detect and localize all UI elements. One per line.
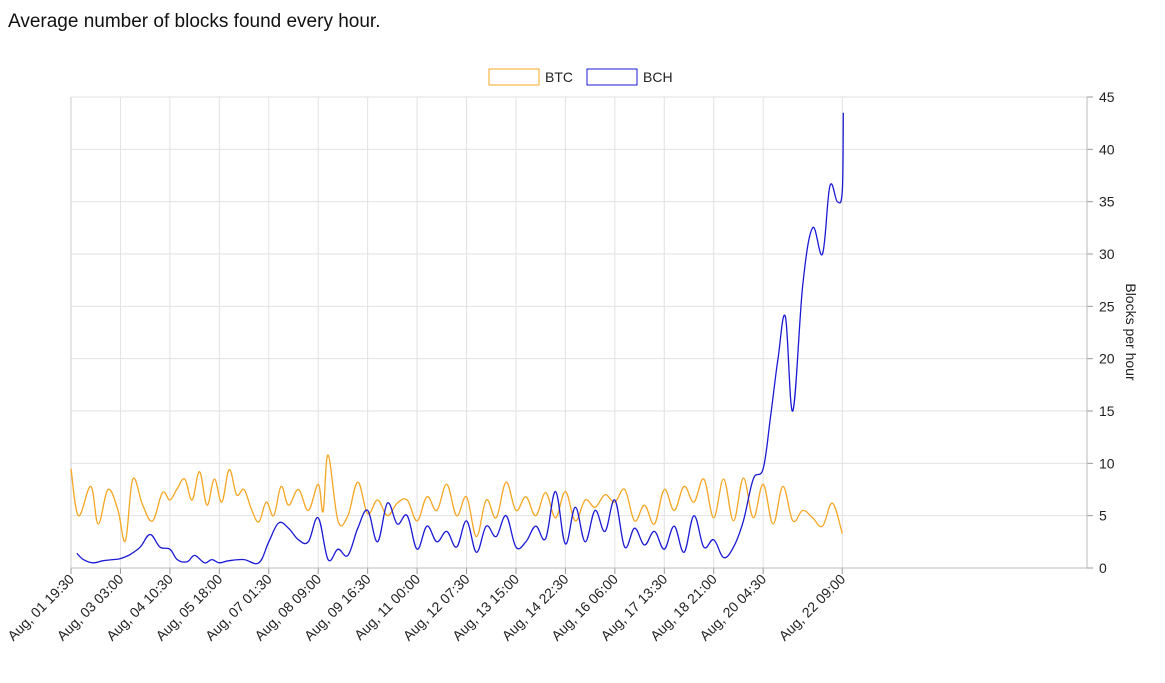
chart-title: Average number of blocks found every hou… xyxy=(8,11,381,32)
y-tick-label: 0 xyxy=(1099,560,1107,576)
y-tick-label: 35 xyxy=(1099,194,1115,210)
legend-label-bch: BCH xyxy=(643,69,673,85)
axes xyxy=(70,96,1093,574)
y-axis-label: Blocks per hour xyxy=(1123,283,1139,381)
y-tick-labels: 0 5 10 15 20 25 30 35 40 45 xyxy=(1099,89,1115,576)
x-tick-label: Aug, 22 09:00 xyxy=(775,571,848,644)
legend-swatch-bch xyxy=(586,68,638,86)
y-tick-label: 10 xyxy=(1099,455,1115,471)
series-line-btc xyxy=(70,454,843,543)
legend-label-btc: BTC xyxy=(545,69,573,85)
y-tick-label: 45 xyxy=(1099,89,1115,105)
legend[interactable]: BTC BCH xyxy=(488,68,673,86)
series-line-bch xyxy=(76,112,844,565)
y-tick-label: 5 xyxy=(1099,508,1107,524)
y-tick-label: 15 xyxy=(1099,403,1115,419)
y-tick-label: 25 xyxy=(1099,298,1115,314)
legend-swatch-btc xyxy=(488,68,540,86)
series-lines xyxy=(70,112,844,565)
legend-item-btc[interactable]: BTC xyxy=(488,68,573,86)
y-tick-label: 40 xyxy=(1099,141,1115,157)
y-tick-label: 30 xyxy=(1099,246,1115,262)
y-tick-label: 20 xyxy=(1099,351,1115,367)
legend-item-bch[interactable]: BCH xyxy=(586,68,673,86)
